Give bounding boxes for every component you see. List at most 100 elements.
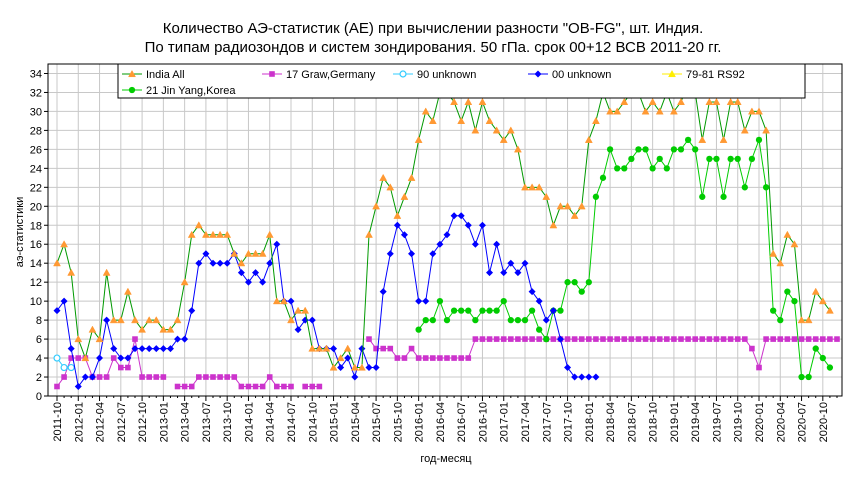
data-point: [521, 259, 529, 267]
legend-box: [117, 63, 806, 99]
data-point: [465, 307, 472, 314]
data-point: [430, 355, 436, 361]
data-point: [429, 250, 437, 258]
data-point: [450, 212, 458, 220]
x-tick-label: 2014-01: [243, 402, 255, 442]
data-point: [414, 135, 423, 143]
legend-marker: [668, 69, 676, 78]
data-point: [472, 336, 479, 342]
data-point: [571, 336, 578, 342]
data-point: [401, 355, 408, 361]
data-point: [755, 107, 763, 115]
data-point: [322, 344, 331, 352]
data-point: [95, 335, 104, 343]
data-point: [408, 250, 416, 258]
data-point: [783, 230, 792, 238]
data-point: [671, 336, 677, 342]
data-point: [288, 383, 294, 390]
data-point: [670, 146, 678, 153]
data-point: [350, 363, 359, 371]
y-tick-label: 30: [30, 106, 42, 118]
data-point: [315, 344, 324, 352]
data-point: [451, 355, 457, 361]
data-point: [542, 192, 551, 200]
data-point: [74, 335, 83, 343]
data-point: [762, 184, 770, 191]
data-point: [166, 325, 175, 333]
data-point: [75, 355, 82, 361]
y-tick-label: 20: [30, 201, 42, 213]
data-point: [713, 155, 720, 163]
data-point: [308, 316, 316, 324]
data-point: [464, 221, 472, 229]
x-tick-label: 2019-01: [669, 402, 681, 442]
series-1: [54, 336, 840, 390]
data-point: [238, 383, 245, 390]
x-tick-label: 2017-07: [541, 402, 553, 442]
data-point: [138, 345, 146, 353]
data-point: [145, 316, 154, 324]
data-point: [549, 221, 558, 229]
data-point: [522, 336, 528, 342]
data-point: [698, 135, 707, 143]
data-point: [231, 374, 238, 380]
data-point: [67, 268, 76, 276]
plot-frame: [48, 64, 842, 396]
x-tick-label: 2011-10: [52, 402, 64, 442]
data-point: [125, 364, 131, 371]
data-point: [301, 306, 310, 314]
data-point: [692, 336, 698, 342]
x-tick-label: 2014-04: [265, 402, 277, 442]
data-point: [635, 336, 642, 342]
data-point: [372, 202, 381, 210]
data-point: [585, 279, 592, 286]
data-point: [536, 326, 543, 333]
data-point: [493, 336, 500, 342]
data-point: [719, 135, 728, 143]
legend-label: India All: [146, 69, 185, 81]
data-point: [139, 374, 145, 380]
data-point: [514, 316, 522, 324]
x-tick-label: 2019-04: [690, 402, 702, 442]
x-tick-label: 2018-10: [648, 402, 660, 442]
data-point: [187, 230, 196, 238]
data-point: [535, 183, 544, 191]
data-point: [116, 316, 125, 324]
data-point: [564, 279, 571, 286]
data-point: [577, 202, 586, 210]
data-point: [67, 363, 75, 372]
data-point: [54, 383, 60, 390]
data-point: [131, 345, 139, 353]
data-point: [195, 259, 203, 267]
data-point: [649, 165, 656, 172]
legend-item: India All: [122, 69, 185, 81]
y-tick-label: 28: [30, 125, 42, 137]
legend-label: 90 unknown: [417, 69, 476, 81]
data-point: [656, 336, 663, 342]
data-point: [145, 345, 153, 353]
data-point: [437, 355, 443, 361]
data-point: [259, 278, 267, 286]
data-point: [513, 145, 522, 153]
data-point: [734, 155, 741, 163]
data-point: [769, 249, 778, 257]
data-point: [641, 107, 650, 115]
x-tick-label: 2012-07: [116, 402, 128, 442]
data-point: [819, 354, 826, 362]
data-point: [138, 325, 147, 333]
x-tick-label: 2014-10: [307, 402, 319, 442]
data-point: [727, 336, 734, 342]
data-point: [507, 316, 514, 324]
x-tick-label: 2015-07: [371, 402, 383, 442]
legend-item: 21 Jin Yang,Korea: [122, 85, 236, 97]
data-point: [230, 249, 239, 257]
data-point: [244, 278, 252, 286]
data-point: [160, 374, 167, 380]
plot-area: [48, 64, 842, 396]
x-tick-label: 2016-07: [456, 402, 468, 442]
data-point: [486, 336, 493, 342]
x-tick-label: 2013-04: [180, 402, 192, 442]
data-point: [720, 193, 727, 200]
data-point: [309, 383, 316, 390]
